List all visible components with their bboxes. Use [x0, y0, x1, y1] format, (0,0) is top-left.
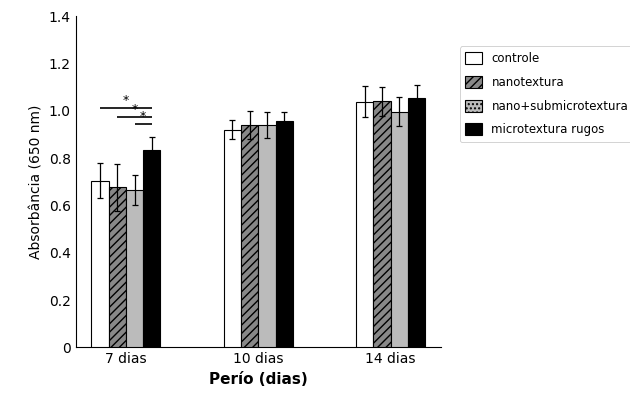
Y-axis label: Absorbância (650 nm): Absorbância (650 nm)	[29, 105, 43, 259]
Bar	[408, 98, 425, 347]
Bar	[357, 102, 374, 347]
Bar	[258, 125, 275, 347]
Text: *: *	[123, 94, 129, 107]
X-axis label: Perío (dias): Perío (dias)	[209, 372, 307, 387]
Bar	[126, 190, 143, 347]
Text: *: *	[140, 109, 146, 123]
Bar	[143, 150, 160, 347]
Bar	[275, 122, 293, 347]
Text: *: *	[132, 103, 137, 116]
Bar	[91, 181, 109, 347]
Legend: controle, nanotextura, nano+submicrotextura, microtextura rugos: controle, nanotextura, nano+submicrotext…	[459, 46, 630, 142]
Bar	[109, 187, 126, 347]
Bar	[224, 130, 241, 347]
Bar	[374, 101, 391, 347]
Bar	[391, 112, 408, 347]
Bar	[241, 125, 258, 347]
